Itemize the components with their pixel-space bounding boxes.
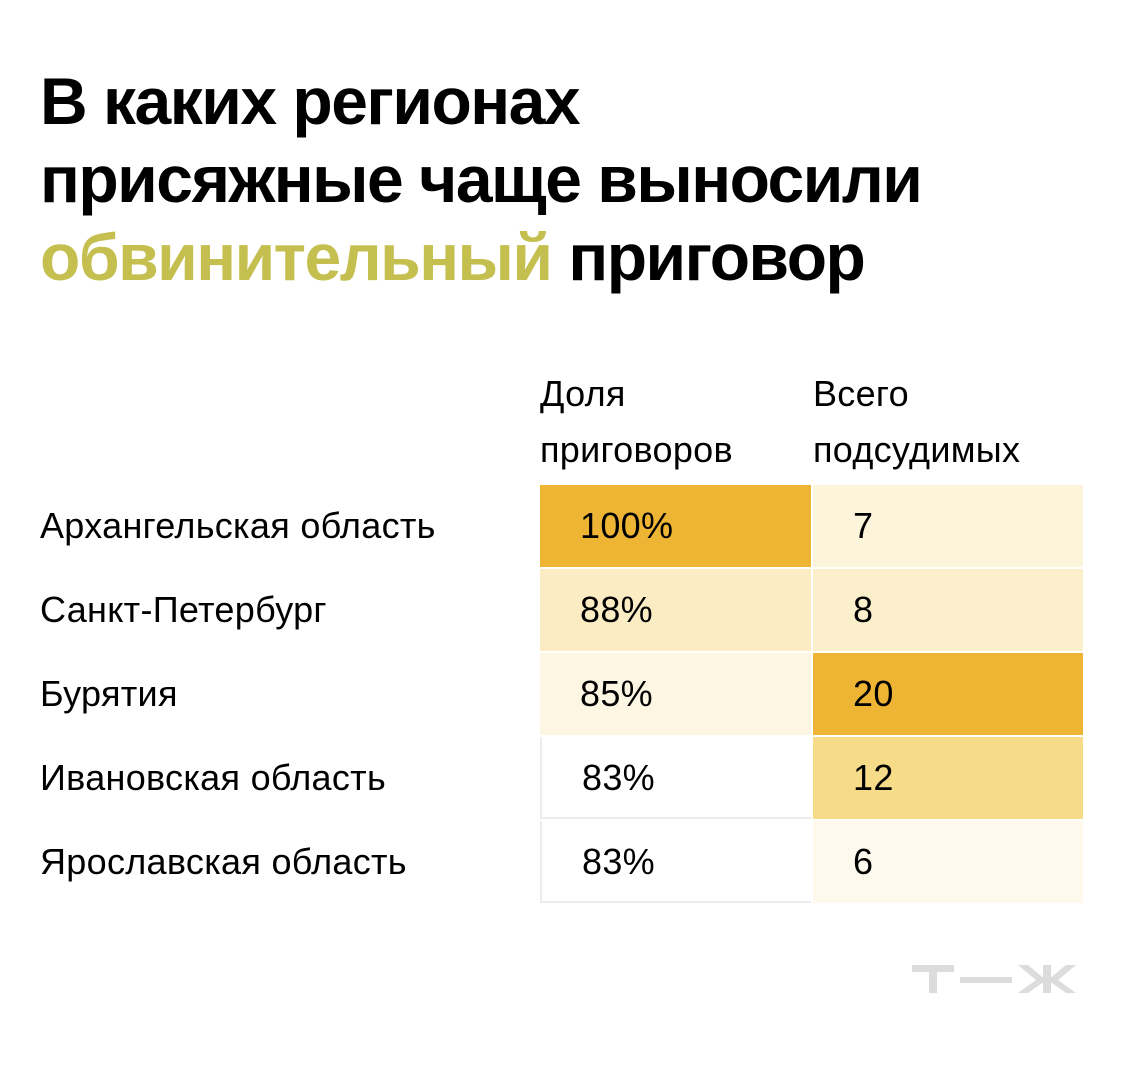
chart-title: В каких регионах присяжные чаще выносили… <box>40 62 1040 296</box>
column-header-share-line1: Доля <box>540 373 626 414</box>
title-accent-word: обвинительный <box>40 220 553 294</box>
row-label: Бурятия <box>40 673 178 714</box>
share-cell: 88% <box>540 569 811 651</box>
row-label: Санкт-Петербург <box>40 589 327 630</box>
share-cell: 85% <box>540 653 811 735</box>
column-header-share-line2: приговоров <box>540 429 733 470</box>
title-line-1: В каких регионах <box>40 64 581 138</box>
row-label: Ярославская область <box>40 841 407 882</box>
row-label: Архангельская область <box>40 505 436 546</box>
total-cell: 6 <box>813 821 1083 903</box>
total-cell: 8 <box>813 569 1083 651</box>
column-header-total-line2: подсудимых <box>813 429 1021 470</box>
share-cell: 100% <box>540 485 811 567</box>
title-line-2: присяжные чаще выносили <box>40 142 923 216</box>
column-header-total-line1: Всего <box>813 373 909 414</box>
column-header-total: Всего подсудимых <box>813 366 1020 478</box>
share-cell: 83% <box>540 737 811 819</box>
total-cell: 12 <box>813 737 1083 819</box>
total-cell: 7 <box>813 485 1083 567</box>
row-label: Ивановская область <box>40 757 386 798</box>
tzh-logo-icon <box>912 965 1076 993</box>
total-cell: 20 <box>813 653 1083 735</box>
title-tail: приговор <box>551 220 866 294</box>
column-header-share: Доля приговоров <box>540 366 733 478</box>
share-cell: 83% <box>540 821 811 903</box>
